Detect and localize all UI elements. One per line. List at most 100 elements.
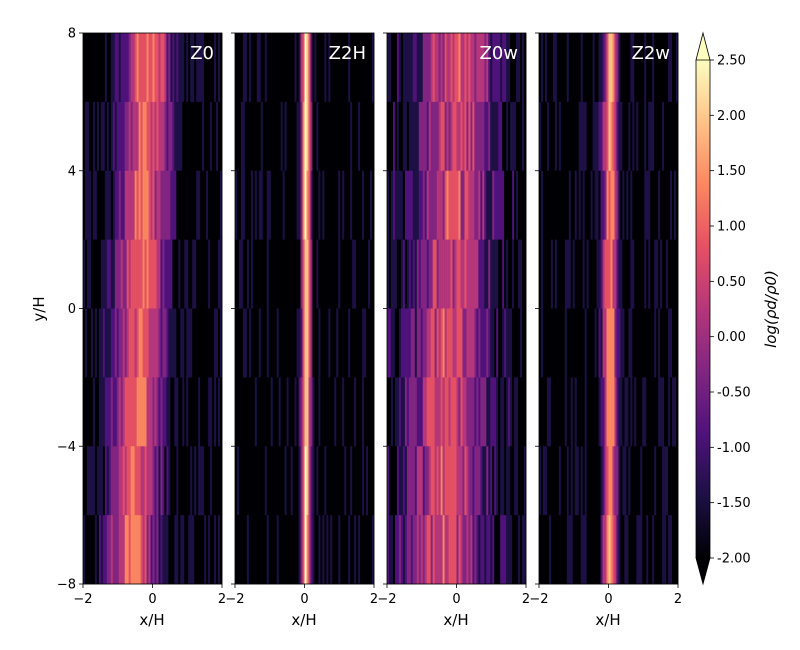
heatmap-cell — [440, 308, 443, 378]
heatmap-cell — [656, 33, 659, 103]
heatmap-cell — [274, 170, 277, 240]
heatmap-cell — [328, 170, 331, 240]
heatmap-cell — [100, 308, 104, 378]
heatmap-cell — [308, 446, 311, 516]
heatmap-cell — [588, 239, 591, 309]
heatmap-cell — [468, 101, 471, 172]
heatmap-cell — [120, 170, 124, 240]
heatmap-cell — [290, 515, 293, 585]
heatmap-cell — [550, 377, 554, 447]
heatmap-cell — [336, 308, 339, 378]
heatmap-cell — [282, 170, 285, 240]
heatmap-cell — [270, 446, 274, 516]
heatmap-cell — [196, 170, 199, 240]
heatmap-cell — [566, 101, 570, 172]
heatmap-cell — [544, 239, 548, 309]
heatmap-cell — [166, 308, 169, 378]
x-tick-label: −2 — [73, 592, 92, 607]
heatmap-cell — [548, 515, 552, 585]
heatmap-cell — [464, 33, 467, 103]
heatmap-cell — [142, 33, 145, 103]
heatmap-cell — [446, 446, 449, 516]
heatmap-cell — [250, 239, 254, 309]
heatmap-cell — [638, 446, 641, 516]
heatmap-cell — [466, 170, 469, 240]
heatmap-cell — [162, 446, 165, 516]
heatmap-cell — [370, 308, 373, 378]
heatmap-cell — [144, 377, 147, 447]
heatmap-cell — [238, 308, 242, 378]
heatmap-cell — [328, 33, 331, 103]
heatmap-cell — [502, 446, 505, 516]
heatmap-cell — [658, 239, 661, 309]
heatmap-cell — [462, 446, 465, 516]
colorbar-tick-label: 1.00 — [717, 220, 746, 235]
heatmap-cell — [514, 446, 517, 516]
heatmap-cell — [464, 515, 467, 585]
heatmap-cell — [420, 446, 424, 516]
heatmap-cell — [196, 446, 199, 516]
heatmap-cell — [564, 377, 568, 447]
heatmap-cell — [520, 308, 523, 378]
heatmap-cell — [564, 308, 568, 378]
heatmap-cell — [658, 446, 661, 516]
heatmap-cell — [236, 377, 240, 447]
heatmap-cell — [540, 33, 544, 103]
heatmap-cell — [166, 515, 169, 585]
heatmap-cell — [314, 446, 317, 516]
colorbar-extend-top — [695, 31, 711, 61]
heatmap-cell — [456, 33, 459, 103]
heatmap-cell — [332, 170, 335, 240]
heatmap-cell — [308, 101, 311, 172]
heatmap-cell — [512, 33, 515, 103]
heatmap-cell — [676, 170, 679, 240]
heatmap-cell — [590, 101, 593, 172]
heatmap-cell — [480, 377, 483, 447]
heatmap-cell — [388, 33, 392, 103]
heatmap-cell — [190, 101, 193, 172]
heatmap-cell — [494, 33, 497, 103]
heatmap-cell — [370, 101, 373, 172]
heatmap-cell — [340, 239, 343, 309]
heatmap-cell — [556, 308, 560, 378]
heatmap-cell — [454, 446, 457, 516]
heatmap-cell — [150, 170, 153, 240]
heatmap-cell — [576, 308, 580, 378]
heatmap-cell — [490, 33, 493, 103]
heatmap-cell — [372, 446, 375, 516]
heatmap-cell — [428, 515, 431, 585]
heatmap-cell — [246, 308, 250, 378]
heatmap-cell — [390, 308, 394, 378]
heatmap-cell — [632, 101, 635, 172]
heatmap-cell — [368, 170, 371, 240]
heatmap-cell — [608, 446, 611, 516]
heatmap-cell — [294, 239, 297, 309]
heatmap-cell — [388, 446, 392, 516]
heatmap-cell — [350, 101, 353, 172]
heatmap-cell — [560, 446, 564, 516]
heatmap-cell — [387, 170, 390, 240]
heatmap-cell — [610, 377, 613, 447]
heatmap-cell — [332, 239, 335, 309]
heatmap-cell — [594, 239, 597, 309]
heatmap-cell — [592, 446, 595, 516]
heatmap-cell — [252, 515, 256, 585]
heatmap-cell — [344, 101, 347, 172]
heatmap-cell — [334, 377, 337, 447]
heatmap-cell — [218, 33, 221, 103]
heatmap-cell — [428, 377, 431, 447]
heatmap-cell — [456, 308, 459, 378]
heatmap-cell — [602, 170, 605, 240]
heatmap-cell — [170, 33, 173, 103]
heatmap-cell — [616, 170, 619, 240]
x-axis-title-1: x/H — [139, 611, 164, 629]
heatmap-cell — [176, 239, 179, 309]
heatmap-cell — [306, 515, 309, 585]
heatmap-cell — [388, 101, 392, 172]
heatmap-cell — [366, 170, 369, 240]
heatmap-cell — [130, 377, 133, 447]
heatmap-cell — [544, 101, 548, 172]
heatmap-cell — [650, 239, 653, 309]
heatmap-cell — [626, 170, 629, 240]
heatmap-cell — [94, 308, 98, 378]
